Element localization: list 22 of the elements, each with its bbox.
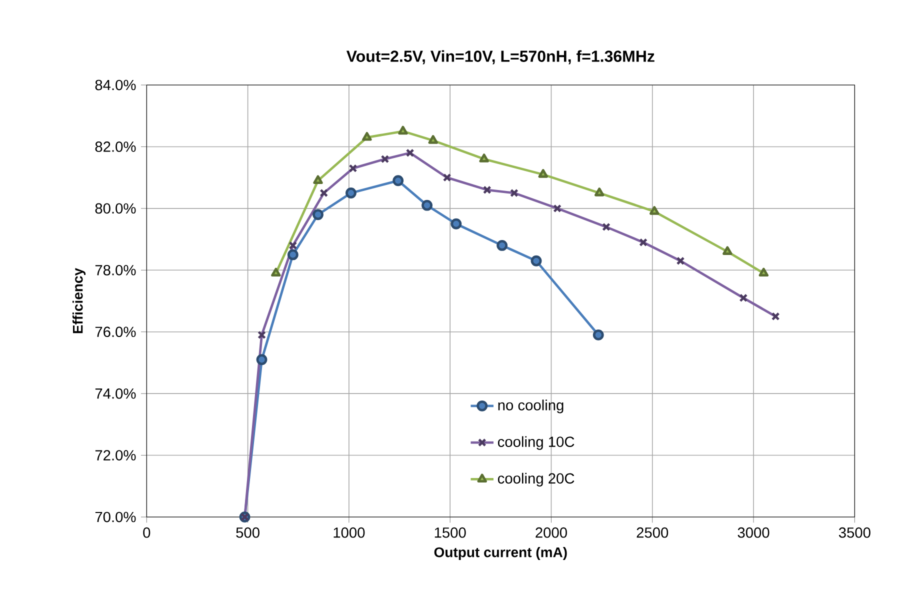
x-tick-label: 3000 bbox=[738, 527, 770, 538]
legend-label: no cooling bbox=[498, 400, 564, 414]
x-tick-label: 1000 bbox=[334, 527, 365, 538]
legend-label: cooling 10C bbox=[498, 436, 574, 450]
x-tick-label: 1500 bbox=[434, 527, 466, 538]
x-tick-label: 2500 bbox=[636, 527, 668, 538]
y-tick-label: 80.0% bbox=[95, 203, 136, 214]
x-tick-label: 2000 bbox=[536, 527, 567, 538]
y-tick-label: 82.0% bbox=[95, 142, 136, 152]
y-tick-label: 72.0% bbox=[95, 450, 136, 460]
y-tick-label: 84.0% bbox=[95, 80, 136, 90]
y-tick-label: 70.0% bbox=[95, 512, 136, 522]
y-axis-title: Efficiency bbox=[72, 268, 86, 334]
x-tick-label: 3500 bbox=[838, 527, 870, 538]
x-tick-label: 500 bbox=[236, 527, 260, 538]
y-tick-label: 74.0% bbox=[95, 388, 136, 399]
y-tick-label: 76.0% bbox=[95, 326, 136, 338]
legend-label: cooling 20C bbox=[498, 472, 574, 487]
chart-title: Vout=2.5V, Vin=10V, L=570nH, f=1.36MHz bbox=[346, 50, 654, 64]
x-axis-title: Output current (mA) bbox=[434, 546, 567, 560]
x-tick-label: 0 bbox=[143, 527, 150, 538]
y-tick-label: 78.0% bbox=[95, 264, 136, 276]
